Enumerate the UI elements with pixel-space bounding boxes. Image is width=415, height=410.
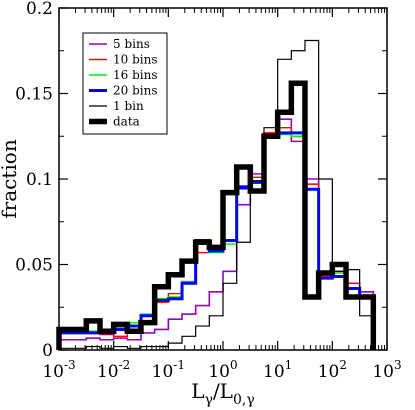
x-tick-label: 102	[318, 358, 347, 382]
x-axis-title-sub1: γ	[205, 392, 213, 408]
legend-label: 20 bins	[113, 84, 158, 98]
x-tick-label: 10-2	[97, 358, 130, 382]
y-tick-label: 0	[42, 341, 53, 361]
x-axis-title-mid: /L	[213, 379, 233, 403]
x-tick-label: 10-1	[152, 358, 185, 382]
x-tick-label: 103	[372, 358, 401, 382]
y-tick-label: 0.1	[26, 170, 53, 190]
y-axis-title: fraction	[0, 139, 21, 219]
legend-label: 10 bins	[113, 53, 158, 67]
legend-label: data	[113, 115, 140, 129]
x-tick-label: 101	[263, 358, 292, 382]
tick-labels: 10-3 10-2 10-1 100 101 102 103 0 0.05 0.1 0.15 0.2	[15, 0, 402, 382]
axis-ticks	[58, 7, 388, 351]
series-16-bins	[58, 133, 375, 350]
x-axis-title: Lγ/L0,γ	[191, 379, 254, 408]
legend-label: 5 bins	[113, 37, 150, 51]
y-tick-label: 0.05	[15, 256, 53, 276]
x-axis-title-sub2: 0,γ	[233, 392, 255, 408]
legend-label: 1 bin	[113, 99, 144, 113]
y-tick-label: 0.2	[26, 0, 53, 19]
legend-box	[82, 32, 168, 135]
series-20-bins	[57, 131, 375, 350]
x-axis-title-main: L	[191, 379, 204, 403]
series-10-bins	[58, 127, 375, 350]
legend-label: 16 bins	[113, 68, 158, 82]
series-data	[56, 80, 377, 350]
x-tick-label: 100	[208, 358, 237, 382]
y-tick-label: 0.15	[15, 85, 53, 105]
x-tick-label: 10-3	[42, 358, 75, 382]
